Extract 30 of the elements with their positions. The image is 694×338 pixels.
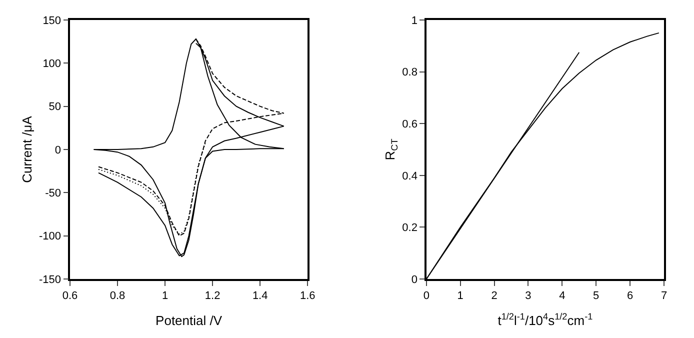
x-tick-label: 1: [162, 290, 168, 302]
x-tick-label: 5: [593, 290, 600, 302]
x-axis-title: Potential /V: [156, 313, 222, 328]
text: t$^{1/2}$l$^{-1}$/10$^{4}$s$^{1/2}$cm$^{-1}$: [498, 312, 593, 328]
x-tick-label: 1: [457, 290, 464, 302]
y-tick-label: 0.8: [402, 66, 418, 79]
y-tick-label: 1: [411, 14, 418, 27]
x-tick-label: 1.6: [300, 290, 316, 302]
x-tick-label: 3: [525, 290, 532, 302]
y-tick-label: 0: [411, 274, 418, 286]
x-tick-label: 7: [660, 290, 668, 302]
y-tick-label: 0.6: [402, 118, 418, 130]
x-tick-label: 1.2: [204, 290, 220, 302]
x-tick-label: 1.4: [252, 290, 268, 302]
x-tick-label: 0.8: [110, 290, 126, 302]
y-axis-title: Current /μA: [19, 116, 34, 183]
y-tick-label: 150: [42, 14, 62, 27]
y-tick-label: 100: [42, 58, 62, 70]
x-tick-label: 4: [559, 290, 566, 302]
y-tick-label: 0.2: [402, 222, 418, 234]
y-tick-label: -50: [45, 188, 62, 200]
x-tick-label: 2: [491, 290, 498, 302]
x-tick-label: 0: [423, 290, 430, 302]
y-tick-label: 0: [54, 144, 62, 156]
y-tick-label: -150: [39, 274, 62, 286]
y-tick-label: 50: [48, 101, 62, 114]
y-tick-label: 0.4: [402, 170, 418, 182]
y-tick-label: -100: [39, 230, 62, 243]
x-tick-label: 6: [626, 290, 634, 302]
x-tick-label: 0.6: [62, 290, 78, 302]
